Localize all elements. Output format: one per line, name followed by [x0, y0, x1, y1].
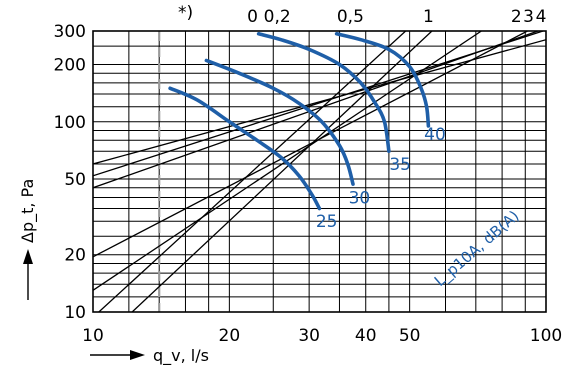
y-tick-label: 100 [54, 113, 86, 133]
damper-label: 1 [423, 7, 434, 27]
damper-label: 0,5 [337, 7, 364, 27]
sound-curve-30 [204, 58, 355, 186]
sound-curve-label: 40 [424, 125, 446, 145]
sound-curve-25 [168, 86, 322, 211]
y-axis-arrow-head [23, 249, 33, 264]
y-axis-label-group: Δp_t, Pa [18, 179, 38, 300]
x-axis-arrow-head [130, 350, 145, 360]
sound-curve-35 [256, 31, 391, 153]
damper-line-3 [93, 31, 544, 177]
footnote-marker: *) [178, 3, 193, 23]
x-axis-label-group: q_v, l/s [90, 346, 209, 366]
damper-line-1 [93, 31, 528, 258]
plot-frame [92, 30, 547, 313]
x-tick-label: 30 [298, 326, 320, 346]
x-tick-label: 100 [530, 326, 562, 346]
x-tick-label: 20 [219, 326, 241, 346]
damper-line-labels: 0 0,2 0,5 1 2 3 4 [247, 7, 546, 27]
sound-curve-labels: 25 30 35 40 [316, 125, 446, 232]
damper-label: 3 [523, 7, 534, 27]
damper-line-0 [131, 31, 433, 312]
y-tick-label: 10 [64, 303, 86, 323]
sound-level-label: L_p10A, dB(A) [431, 207, 523, 291]
x-tick-labels: 10 20 30 40 50 100 [82, 326, 562, 346]
grid [92, 30, 547, 313]
sound-curve-label: 25 [316, 212, 338, 232]
damper-lines [93, 31, 546, 312]
x-tick-label: 50 [399, 326, 421, 346]
x-tick-label: 40 [355, 326, 377, 346]
y-tick-labels: 10 20 50 100 200 300 [54, 22, 86, 323]
y-tick-label: 300 [54, 22, 86, 42]
sound-curve-40 [334, 31, 431, 128]
damper-label: 4 [536, 7, 547, 27]
x-axis-label: q_v, l/s [153, 346, 209, 366]
damper-label: 2 [511, 7, 522, 27]
damper-line-4 [93, 39, 546, 165]
sound-curves [168, 31, 431, 211]
x-tick-label: 10 [82, 326, 104, 346]
sound-curve-label: 35 [389, 155, 411, 175]
y-axis-label: Δp_t, Pa [18, 179, 38, 243]
y-tick-label: 50 [64, 170, 86, 190]
damper-label: 0 [247, 7, 258, 27]
sound-curve-label: 30 [349, 188, 371, 208]
y-tick-label: 200 [54, 55, 86, 75]
y-tick-label: 20 [64, 246, 86, 266]
damper-label: 0,2 [264, 7, 291, 27]
